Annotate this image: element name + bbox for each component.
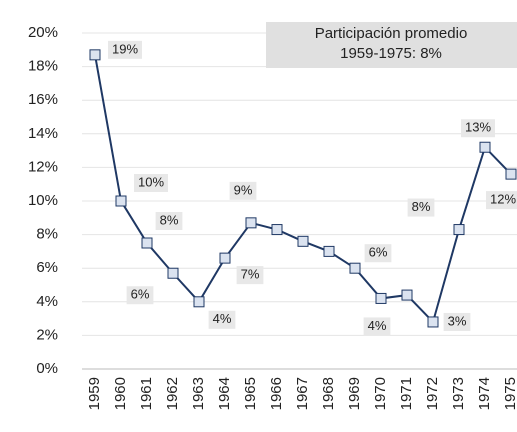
x-tick-label: 1966 <box>268 377 285 410</box>
data-label: 19% <box>112 41 138 56</box>
x-tick-label: 1971 <box>398 377 415 410</box>
data-label: 9% <box>234 182 253 197</box>
data-label: 8% <box>160 212 179 227</box>
data-label: 10% <box>138 174 164 189</box>
marker <box>89 49 101 61</box>
data-label-bg <box>126 286 154 305</box>
marker <box>479 141 491 153</box>
x-tick-label: 1968 <box>320 377 337 410</box>
data-label: 6% <box>131 287 150 302</box>
marker <box>141 237 153 249</box>
y-tick-label: 16% <box>28 91 58 108</box>
annotation: 1959-1975: 8% <box>340 45 442 62</box>
x-tick-label: 1964 <box>216 377 233 410</box>
annotation: Participación promedio <box>315 25 468 42</box>
x-tick-label: 1959 <box>86 377 103 410</box>
data-label: 8% <box>412 199 431 214</box>
marker <box>427 316 439 328</box>
x-tick-label: 1974 <box>476 377 493 410</box>
x-tick-label: 1960 <box>112 377 129 410</box>
marker <box>297 235 309 247</box>
data-label: 4% <box>368 318 387 333</box>
marker <box>401 289 413 301</box>
data-label: 6% <box>369 245 388 260</box>
data-label-bg <box>460 119 496 138</box>
x-tick-label: 1963 <box>190 377 207 410</box>
marker <box>193 296 205 308</box>
data-label-bg <box>155 212 183 230</box>
y-tick-label: 18% <box>28 58 58 75</box>
x-tick-label: 1967 <box>294 377 311 410</box>
x-tick-label: 1975 <box>502 377 517 410</box>
data-label: 13% <box>465 120 491 135</box>
data-label: 12% <box>490 192 516 207</box>
y-tick-label: 4% <box>36 293 58 310</box>
data-label-bg <box>485 191 517 210</box>
data-label-bg <box>364 244 392 263</box>
data-label-bg <box>107 40 143 59</box>
marker <box>167 267 179 279</box>
y-tick-label: 6% <box>36 259 58 276</box>
y-tick-label: 2% <box>36 326 58 343</box>
marker <box>271 224 283 236</box>
data-label-bg <box>363 317 391 336</box>
y-tick-label: 10% <box>28 192 58 209</box>
y-tick-label: 0% <box>36 360 58 377</box>
annotation-box <box>266 22 517 68</box>
x-tick-label: 1973 <box>450 377 467 410</box>
marker <box>505 168 517 180</box>
y-tick-label: 14% <box>28 125 58 142</box>
marker <box>219 252 231 264</box>
data-label-bg <box>208 310 236 329</box>
data-label-bg <box>443 312 471 331</box>
marker <box>245 217 257 229</box>
marker <box>453 224 465 236</box>
x-tick-label: 1969 <box>346 377 363 410</box>
data-label-bg <box>133 174 169 192</box>
marker <box>115 195 127 207</box>
x-tick-label: 1961 <box>138 377 155 410</box>
x-tick-label: 1972 <box>424 377 441 410</box>
y-tick-label: 20% <box>28 24 58 41</box>
marker <box>349 262 361 274</box>
data-label: 3% <box>448 313 467 328</box>
y-tick-label: 12% <box>28 158 58 175</box>
data-label: 7% <box>241 267 260 282</box>
marker <box>323 245 335 257</box>
x-tick-label: 1962 <box>164 377 181 410</box>
x-tick-label: 1970 <box>372 377 389 410</box>
y-tick-label: 8% <box>36 226 58 243</box>
marker <box>375 292 387 304</box>
x-tick-label: 1965 <box>242 377 259 410</box>
data-label: 4% <box>213 311 232 326</box>
data-label-bg <box>229 181 257 200</box>
data-label-bg <box>236 266 264 285</box>
data-label-bg <box>407 198 435 217</box>
